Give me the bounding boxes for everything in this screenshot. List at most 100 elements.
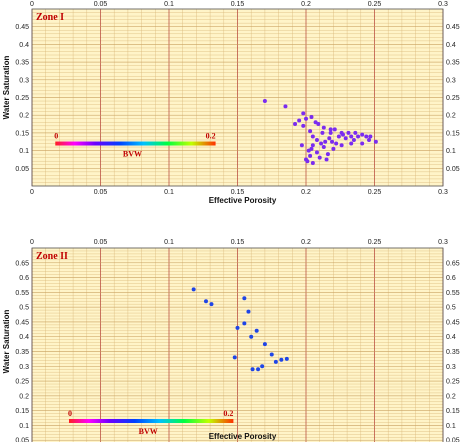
y-tick-label-left: 0.65 <box>15 260 29 267</box>
bvw-scale-label: BVW <box>139 427 158 436</box>
x-tick-label-top: 0.15 <box>231 1 245 8</box>
x-tick-label-bottom: 0.25 <box>368 189 382 196</box>
x-tick-label-top: 0.25 <box>368 239 382 246</box>
y-tick-label-right: 0.45 <box>446 319 460 326</box>
data-point <box>316 122 321 127</box>
y-tick-label-right: 0.6 <box>446 275 456 282</box>
x-tick-label-bottom: 0.15 <box>231 189 245 196</box>
data-point <box>314 150 319 155</box>
y-tick-label-right: 0.15 <box>446 408 460 415</box>
zone-label: Zone II <box>36 251 68 262</box>
data-point <box>249 334 254 339</box>
bvw-scale-max-label: 0.2 <box>206 132 216 141</box>
data-point <box>279 357 284 362</box>
data-point <box>325 152 330 157</box>
y-tick-label-right: 0.05 <box>446 438 460 442</box>
data-point <box>349 141 354 146</box>
data-point <box>262 342 267 347</box>
y-tick-label-left: 0.55 <box>15 290 29 297</box>
y-tick-label-left: 0.15 <box>15 408 29 415</box>
x-tick-label-bottom: 0 <box>30 189 34 196</box>
data-point <box>314 137 319 142</box>
x-tick-label-bottom: 0.05 <box>94 189 108 196</box>
y-tick-label-left: 0.15 <box>15 130 29 137</box>
data-point <box>309 146 314 151</box>
x-tick-label-top: 0.1 <box>164 1 174 8</box>
data-point <box>343 136 348 141</box>
bvw-scale-min-label: 0 <box>68 409 72 418</box>
x-tick-label-top: 0.1 <box>164 239 174 246</box>
data-point <box>260 364 265 369</box>
data-point <box>310 134 315 139</box>
data-point <box>309 114 314 119</box>
data-point <box>232 355 237 360</box>
data-point <box>328 130 333 135</box>
zone-1-chart: 0 0 0.05 0.05 0.1 0.1 0.15 0.15 0.2 0.2 0.25 0.25 0.… <box>2 1 460 205</box>
data-point <box>301 111 306 116</box>
y-axis-title: Water Saturation <box>2 310 11 374</box>
y-tick-label-right: 0.5 <box>446 305 456 312</box>
x-tick-label-top: 0.15 <box>231 239 245 246</box>
data-point <box>304 116 308 121</box>
y-tick-label-right: 0.25 <box>446 379 460 386</box>
data-points <box>262 99 378 165</box>
data-point <box>339 143 344 148</box>
y-tick-label-right: 0.2 <box>446 113 456 120</box>
x-tick-label-bottom: 0.1 <box>164 189 174 196</box>
bvw-color-scale <box>55 141 216 146</box>
data-point <box>351 137 356 142</box>
y-tick-label-right: 0.1 <box>446 423 456 430</box>
data-point <box>304 157 308 162</box>
data-point <box>364 134 369 139</box>
data-point <box>246 309 251 314</box>
x-tick-label-top: 0.25 <box>368 1 382 8</box>
data-point <box>328 127 333 132</box>
data-point <box>308 129 313 134</box>
y-tick-label-right: 0.45 <box>446 24 460 31</box>
y-tick-label-right: 0.35 <box>446 349 460 356</box>
x-tick-label-top: 0 <box>30 1 34 8</box>
data-point <box>283 104 288 109</box>
x-tick-label-top: 0.3 <box>438 239 448 246</box>
data-point <box>368 134 373 139</box>
y-tick-label-right: 0.1 <box>446 148 456 155</box>
data-point <box>336 134 341 139</box>
y-tick-label-left: 0.2 <box>19 393 29 400</box>
data-point <box>273 359 278 364</box>
y-tick-label-left: 0.1 <box>19 148 29 155</box>
y-tick-label-left: 0.25 <box>15 95 29 102</box>
data-point <box>308 153 313 158</box>
data-point <box>269 352 274 357</box>
plot-frame <box>31 8 444 187</box>
data-points <box>191 287 289 372</box>
y-tick-label-left: 0.4 <box>19 334 29 341</box>
x-axis-title: Effective Porosity <box>209 432 277 441</box>
y-tick-label-left: 0.3 <box>19 364 29 371</box>
data-point <box>340 132 345 137</box>
y-tick-label-right: 0.55 <box>446 290 460 297</box>
data-point <box>235 325 240 330</box>
data-point <box>262 99 267 104</box>
y-tick-label-right: 0.3 <box>446 364 456 371</box>
y-tick-label-right: 0.3 <box>446 77 456 84</box>
y-tick-label-left: 0.45 <box>15 319 29 326</box>
y-tick-label-left: 0.4 <box>19 42 29 49</box>
data-point <box>191 287 196 292</box>
data-point <box>321 145 326 150</box>
data-point <box>297 118 302 123</box>
x-tick-label-top: 0.05 <box>94 239 108 246</box>
y-tick-label-right: 0.4 <box>446 42 456 49</box>
data-point <box>310 143 315 148</box>
y-tick-label-right: 0.15 <box>446 130 460 137</box>
data-point <box>254 328 259 333</box>
data-point <box>346 130 351 135</box>
y-tick-label-left: 0.6 <box>19 275 29 282</box>
x-tick-label-top: 0.3 <box>438 1 448 8</box>
data-point <box>324 157 329 162</box>
y-tick-label-left: 0.45 <box>15 24 29 31</box>
data-point <box>242 321 247 326</box>
data-point <box>327 136 332 141</box>
data-point <box>203 299 208 304</box>
plot-frame <box>31 247 444 442</box>
data-point <box>360 132 365 137</box>
